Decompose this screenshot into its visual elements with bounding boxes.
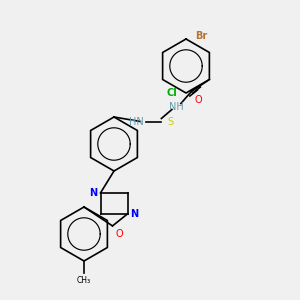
Text: N: N bbox=[89, 188, 98, 198]
Text: Cl: Cl bbox=[166, 88, 177, 98]
Text: N: N bbox=[130, 209, 139, 219]
Text: Br: Br bbox=[195, 31, 207, 41]
Text: S: S bbox=[167, 116, 173, 127]
Text: NH: NH bbox=[169, 101, 184, 112]
Text: CH₃: CH₃ bbox=[77, 276, 91, 285]
Text: O: O bbox=[194, 94, 202, 104]
Text: O: O bbox=[116, 229, 123, 239]
Text: HN: HN bbox=[129, 116, 143, 127]
